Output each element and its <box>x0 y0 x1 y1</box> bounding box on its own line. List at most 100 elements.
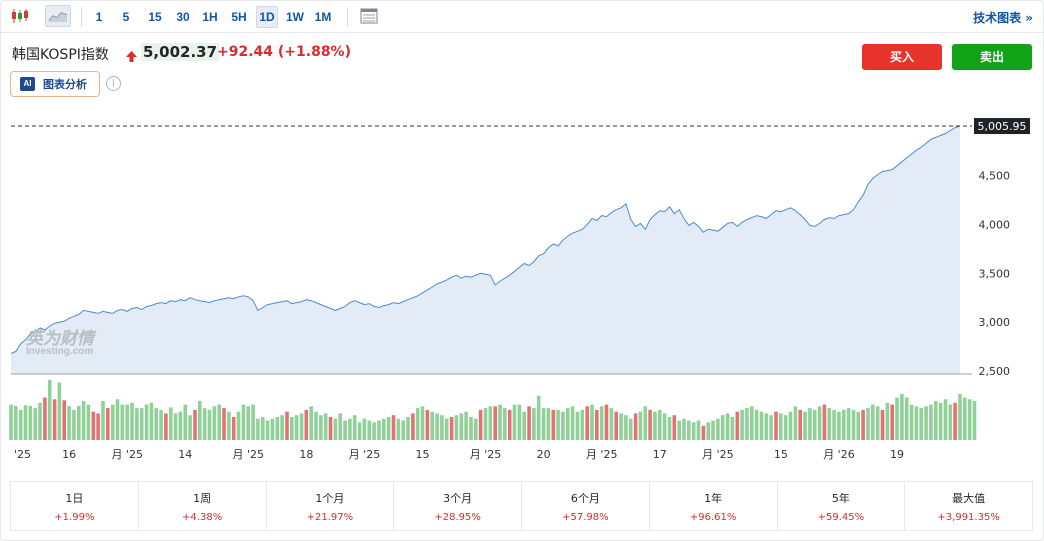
volume-bar-up <box>716 418 720 440</box>
price-area <box>11 126 960 374</box>
volume-bar-up <box>691 422 696 440</box>
volume-bar-up <box>246 406 250 440</box>
volume-bar-up <box>720 415 725 440</box>
performance-period: 1年 <box>704 492 723 505</box>
volume-bar-up <box>706 422 710 440</box>
volume-bar-down <box>880 409 885 440</box>
volume-bar-down <box>52 399 57 440</box>
volume-bar-up <box>682 418 686 440</box>
candlestick-icon[interactable] <box>9 5 31 27</box>
volume-bar-up <box>904 397 909 440</box>
timeframe-30[interactable]: 30 <box>176 10 190 24</box>
performance-cell: 1周 +4.38% <box>139 482 267 530</box>
x-tick-label: 14 <box>178 448 192 461</box>
volume-bar-up <box>575 411 580 440</box>
volume-bar-up <box>188 415 192 440</box>
volume-bar-up <box>338 413 342 440</box>
volume-bar-up <box>967 399 972 440</box>
volume-bar-up <box>169 407 173 440</box>
x-tick-label: 20 <box>537 448 551 461</box>
volume-bar-up <box>236 411 241 440</box>
y-tick-label: 3,000 <box>979 316 1011 329</box>
volume-bar-up <box>875 406 880 440</box>
volume-bar-up <box>280 415 284 440</box>
volume-bar-up <box>459 413 464 440</box>
price-change: +92.44 (+1.88%) <box>217 44 351 60</box>
toolbar-divider <box>347 7 348 27</box>
volume-bar-up <box>241 404 246 440</box>
volume-bar-up <box>512 404 517 440</box>
volume-bar-up <box>77 406 81 440</box>
price-line <box>10 125 961 354</box>
x-tick-label: 15 <box>416 448 430 461</box>
volume-bar-up <box>566 408 570 440</box>
volume-bar-up <box>81 401 86 440</box>
info-icon[interactable]: i <box>106 76 121 91</box>
volume-bar-up <box>638 411 643 440</box>
volume-bar-up <box>299 413 304 440</box>
volume-bar-down <box>304 409 309 440</box>
volume-bar-up <box>362 418 367 440</box>
volume-bar-up <box>139 408 144 440</box>
x-tick-label: 17 <box>653 448 667 461</box>
volume-bar-down <box>633 413 638 440</box>
volume-bar-down <box>106 408 110 440</box>
volume-bar-up <box>377 420 381 440</box>
timeframe-1w[interactable]: 1W <box>286 10 304 24</box>
volume-bar-up <box>914 406 919 440</box>
volume-bar-up <box>517 404 522 440</box>
volume-bar-up <box>783 415 788 440</box>
buy-button[interactable]: 买入 <box>862 44 942 70</box>
timeframe-1m[interactable]: 1M <box>314 10 332 24</box>
volume-bar-up <box>178 411 183 440</box>
volume-bar-up <box>86 404 91 440</box>
timeframe-5h[interactable]: 5H <box>231 10 247 24</box>
volume-bar-down <box>735 411 740 440</box>
volume-bar-up <box>72 409 76 440</box>
volume-bar-up <box>149 402 154 440</box>
x-tick-label: 月 '26 <box>823 448 855 461</box>
volume-bar-up <box>125 404 129 440</box>
volume-bar-down <box>425 409 430 440</box>
volume-bar-up <box>532 408 536 440</box>
volume-bar-up <box>415 408 420 440</box>
volume-bar-up <box>9 404 13 440</box>
volume-bar-up <box>846 408 851 440</box>
volume-bar-down <box>62 400 66 440</box>
last-price: 5,002.37 <box>141 43 220 61</box>
volume-bar-up <box>934 401 938 440</box>
volume-bar-up <box>561 411 565 440</box>
volume-bar-up <box>396 418 401 440</box>
timeframe-1[interactable]: 1 <box>95 10 103 24</box>
volume-bar-up <box>154 408 158 440</box>
timeframe-5[interactable]: 5 <box>122 10 130 24</box>
volume-bar-up <box>430 411 434 440</box>
volume-bar-up <box>435 413 439 440</box>
volume-bar-up <box>740 409 744 440</box>
technical-chart-link[interactable]: 技术图表 » <box>973 11 1033 25</box>
volume-bar-down <box>222 408 226 440</box>
timeframe-15[interactable]: 15 <box>148 10 162 24</box>
timeframe-1d[interactable]: 1D <box>256 6 278 28</box>
performance-cell: 5年 +59.45% <box>778 482 906 530</box>
volume-bar-up <box>120 404 125 440</box>
timeframe-1h[interactable]: 1H <box>202 10 218 24</box>
volume-bar-up <box>144 404 149 440</box>
volume-bar-up <box>653 411 657 440</box>
volume-bar-up <box>827 408 831 440</box>
volume-bar-up <box>406 417 410 440</box>
sell-button[interactable]: 卖出 <box>952 44 1032 70</box>
volume-bar-up <box>198 401 202 440</box>
ai-chart-analysis-button[interactable]: AI 图表分析 <box>10 71 100 97</box>
performance-value: +1.99% <box>54 512 95 523</box>
volume-bar-up <box>599 406 604 440</box>
volume-bar-up <box>943 399 948 440</box>
volume-bar-up <box>256 418 260 440</box>
area-chart-icon[interactable] <box>45 5 71 27</box>
volume-bar-up <box>294 415 299 440</box>
current-value-tag <box>974 118 1030 135</box>
table-view-icon[interactable] <box>358 5 380 27</box>
performance-value: +4.38% <box>182 512 223 523</box>
performance-cell: 最大值 +3,991.35% <box>905 482 1032 530</box>
